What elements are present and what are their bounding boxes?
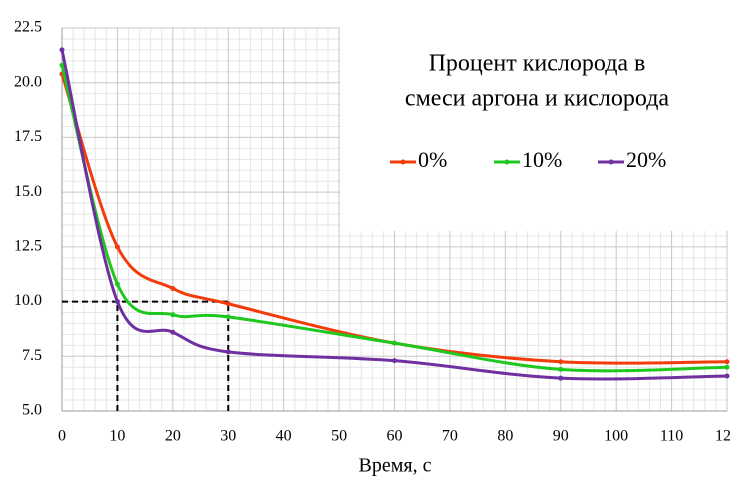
legend-label: 0% <box>418 147 447 172</box>
x-tick-label: 70 <box>442 428 458 445</box>
x-tick-label: 110 <box>660 428 683 445</box>
data-point <box>59 62 65 68</box>
data-point <box>170 285 176 291</box>
data-point <box>724 373 730 379</box>
data-point <box>392 340 397 346</box>
x-axis-label: Время, с <box>359 455 432 477</box>
x-tick-label: 90 <box>553 428 569 445</box>
y-tick-label: 12.5 <box>14 238 42 255</box>
y-tick-label: 7.5 <box>22 347 42 364</box>
data-point <box>170 329 176 335</box>
x-tick-label: 20 <box>165 428 181 445</box>
data-point <box>558 359 564 365</box>
data-point <box>59 47 65 53</box>
x-tick-label: 80 <box>497 428 513 445</box>
data-point <box>225 349 231 355</box>
legend-label: 10% <box>522 147 562 172</box>
y-tick-label: 20.0 <box>14 73 42 90</box>
legend-title: смеси аргона и кислорода <box>405 86 669 112</box>
x-tick-label: 0 <box>58 428 66 445</box>
x-tick-label: 10 <box>109 428 125 445</box>
x-tick-label: 100 <box>604 428 628 445</box>
data-point <box>114 281 120 287</box>
legend-label: 20% <box>626 147 666 172</box>
data-point <box>225 314 231 320</box>
y-tick-label: 17.5 <box>14 128 42 145</box>
x-tick-label: 120 <box>715 428 730 445</box>
data-point <box>392 358 397 364</box>
data-point <box>724 359 730 365</box>
data-point <box>558 375 564 381</box>
y-tick-label: 15.0 <box>14 183 42 200</box>
legend-marker <box>504 159 510 165</box>
legend-marker <box>400 159 406 165</box>
y-tick-label: 5.0 <box>22 402 42 419</box>
data-point <box>170 312 176 318</box>
data-point <box>724 364 730 370</box>
x-tick-label: 50 <box>331 428 347 445</box>
data-point <box>225 301 231 307</box>
legend-title: Процент кислорода в <box>429 51 646 77</box>
data-point <box>114 299 120 305</box>
data-point <box>114 244 120 250</box>
y-tick-label: 22.5 <box>14 19 42 36</box>
data-point <box>558 366 564 372</box>
x-tick-label: 40 <box>276 428 292 445</box>
x-tick-label: 30 <box>220 428 236 445</box>
y-tick-label: 10.0 <box>14 292 42 309</box>
x-tick-label: 60 <box>387 428 403 445</box>
legend-box <box>340 27 730 231</box>
legend-marker <box>608 159 614 165</box>
